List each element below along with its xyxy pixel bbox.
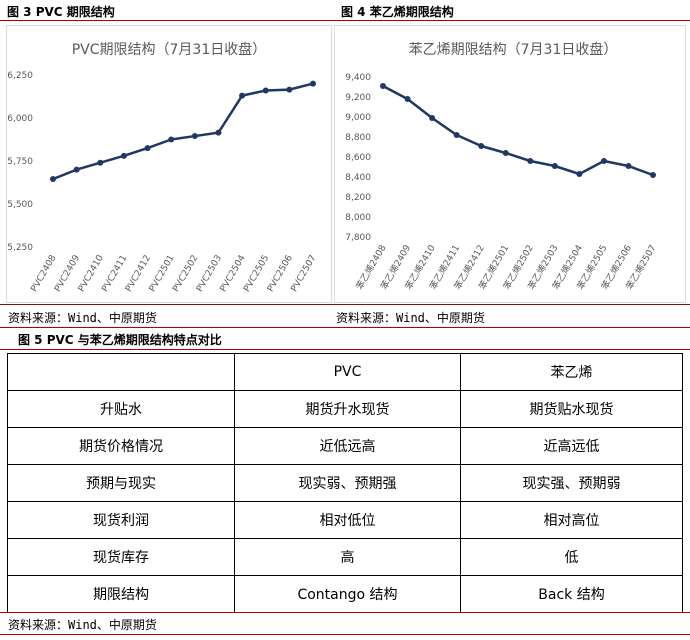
table-cell: Contango 结构 bbox=[234, 575, 461, 613]
data-point bbox=[478, 143, 485, 149]
y-tick-label: 8,200 bbox=[345, 193, 371, 203]
table-cell: 期限结构 bbox=[7, 575, 235, 613]
data-point bbox=[380, 83, 386, 89]
data-point bbox=[286, 86, 293, 93]
data-point bbox=[576, 171, 583, 177]
data-point bbox=[97, 159, 104, 166]
table-cell: 相对高位 bbox=[460, 501, 683, 539]
table-row: 现货库存 高 低 bbox=[7, 538, 683, 576]
data-point bbox=[527, 158, 534, 164]
data-point bbox=[310, 80, 316, 87]
figure-5-rule bbox=[0, 349, 690, 350]
data-point bbox=[262, 87, 269, 94]
table-header-row: PVC 苯乙烯 bbox=[7, 353, 683, 391]
data-point bbox=[191, 133, 198, 140]
table-row: 期限结构 Contango 结构 Back 结构 bbox=[7, 575, 683, 613]
data-point bbox=[502, 150, 509, 156]
data-point bbox=[429, 115, 436, 121]
chart-title: PVC期限结构（7月31日收盘） bbox=[72, 41, 267, 58]
top-rule bbox=[0, 20, 690, 21]
table-cell: 现货利润 bbox=[7, 501, 235, 539]
data-point bbox=[650, 172, 656, 178]
data-point bbox=[168, 136, 175, 143]
data-point bbox=[215, 129, 222, 136]
data-point bbox=[50, 176, 56, 183]
chart-bottom-rule bbox=[0, 304, 690, 305]
data-point bbox=[120, 152, 127, 159]
y-tick-label: 7,800 bbox=[345, 233, 371, 243]
styrene-chart-panel: 苯乙烯期限结构（7月31日收盘） 7,800 8,000 8,200 8,400 8,60… bbox=[334, 25, 686, 303]
y-tick-label: 8,400 bbox=[345, 173, 371, 183]
chart-title: 苯乙烯期限结构（7月31日收盘） bbox=[409, 41, 618, 58]
y-tick-label: 6,250 bbox=[7, 71, 33, 81]
figure-3-title: 图 3 PVC 期限结构 bbox=[7, 5, 115, 19]
figure-5-title: 图 5 PVC 与苯乙烯期限结构特点对比 bbox=[18, 333, 222, 347]
y-tick-label: 9,000 bbox=[345, 113, 371, 123]
source-note-left: 资料来源：Wind、中原期货 bbox=[8, 311, 157, 325]
table-cell: 现货库存 bbox=[7, 538, 235, 576]
table-cell: 期货价格情况 bbox=[7, 427, 235, 465]
styrene-term-structure-chart: 苯乙烯期限结构（7月31日收盘） 7,800 8,000 8,200 8,400 8,60… bbox=[345, 41, 658, 292]
table-header-cell: 苯乙烯 bbox=[460, 353, 683, 391]
y-tick-label: 5,500 bbox=[7, 200, 33, 210]
table-cell: 升贴水 bbox=[7, 390, 235, 428]
table-cell: 现实强、预期弱 bbox=[460, 464, 683, 502]
table-cell: 现实弱、预期强 bbox=[234, 464, 461, 502]
data-point bbox=[73, 166, 80, 173]
table-cell: 相对低位 bbox=[234, 501, 461, 539]
page-bottom-rule bbox=[0, 634, 690, 635]
source-note-right: 资料来源：Wind、中原期货 bbox=[336, 311, 485, 325]
pvc-chart-panel: PVC期限结构（7月31日收盘） 5,250 5,500 5,750 6,000 6,25… bbox=[6, 25, 332, 303]
y-tick-label: 9,400 bbox=[345, 73, 371, 83]
source-rule bbox=[0, 327, 690, 328]
series-line bbox=[52, 82, 314, 181]
table-cell: 近高远低 bbox=[460, 427, 683, 465]
y-tick-label: 8,800 bbox=[345, 133, 371, 143]
table-row: 期货价格情况 近低远高 近高远低 bbox=[7, 427, 683, 465]
table-bottom-rule bbox=[0, 612, 690, 613]
y-tick-label: 5,750 bbox=[7, 157, 33, 167]
pvc-term-structure-chart: PVC期限结构（7月31日收盘） 5,250 5,500 5,750 6,000 6,25… bbox=[7, 41, 318, 294]
y-tick-label: 5,250 bbox=[7, 243, 33, 253]
table-cell: 低 bbox=[460, 538, 683, 576]
table-cell: 预期与现实 bbox=[7, 464, 235, 502]
table-row: 升贴水 期货升水现货 期货贴水现货 bbox=[7, 390, 683, 428]
data-point bbox=[239, 92, 246, 99]
comparison-table: PVC 苯乙烯 升贴水 期货升水现货 期货贴水现货 期货价格情况 近低远高 近高… bbox=[7, 353, 683, 613]
table-cell: 期货升水现货 bbox=[234, 390, 461, 428]
source-note-bottom: 资料来源：Wind、中原期货 bbox=[8, 618, 157, 632]
table-row: 现货利润 相对低位 相对高位 bbox=[7, 501, 683, 539]
data-point bbox=[600, 158, 607, 164]
table-cell: 近低远高 bbox=[234, 427, 461, 465]
data-point bbox=[453, 132, 460, 138]
figure-4-title: 图 4 苯乙烯期限结构 bbox=[341, 5, 454, 19]
table-row: 预期与现实 现实弱、预期强 现实强、预期弱 bbox=[7, 464, 683, 502]
y-tick-label: 8,600 bbox=[345, 153, 371, 163]
y-tick-label: 9,200 bbox=[345, 93, 371, 103]
data-point bbox=[625, 163, 632, 169]
table-cell: Back 结构 bbox=[460, 575, 683, 613]
y-tick-label: 8,000 bbox=[345, 213, 371, 223]
table-cell: 期货贴水现货 bbox=[460, 390, 683, 428]
data-point bbox=[404, 96, 411, 102]
data-point bbox=[551, 163, 558, 169]
data-point bbox=[144, 145, 151, 152]
table-header-cell bbox=[7, 353, 235, 391]
series-line bbox=[382, 84, 654, 177]
y-tick-label: 6,000 bbox=[7, 114, 33, 124]
table-cell: 高 bbox=[234, 538, 461, 576]
table-header-cell: PVC bbox=[234, 353, 461, 391]
